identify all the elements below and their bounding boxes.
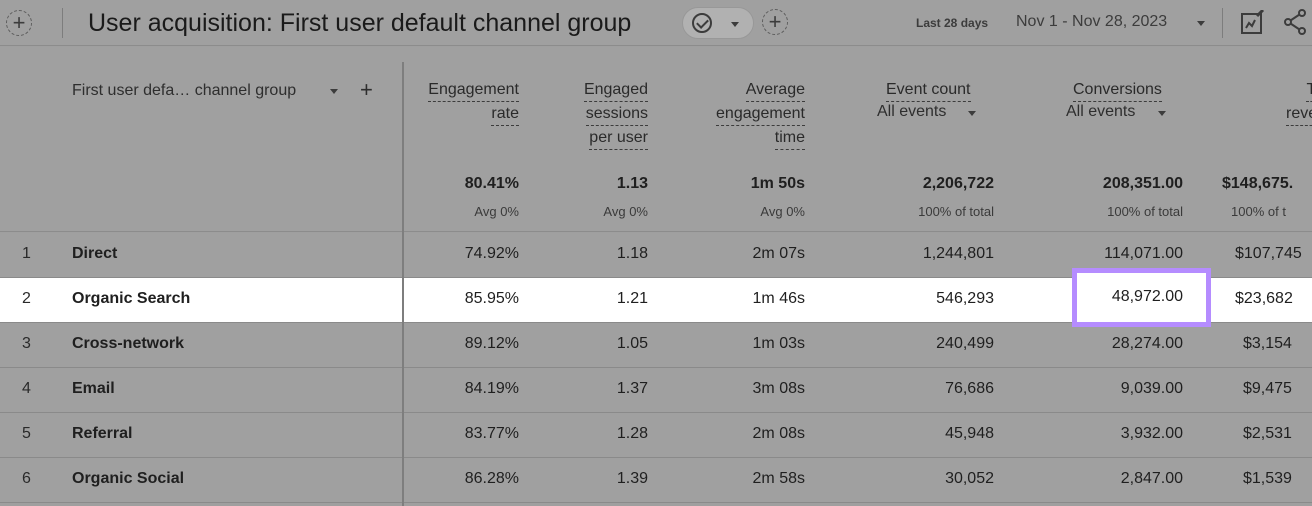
share-icon[interactable] xyxy=(1282,9,1308,35)
total-revenue: $148,675. xyxy=(1222,175,1294,192)
chevron-down-icon xyxy=(731,22,739,27)
row-name[interactable]: Referral xyxy=(72,425,133,442)
event-count-filter[interactable]: All events xyxy=(877,103,947,120)
total-avg-engagement-time: 1m 50s xyxy=(750,175,805,192)
highlighted-value: 48,972.00 xyxy=(1111,288,1183,305)
total-engagement-rate: 80.41% xyxy=(464,175,519,192)
date-range-label: Last 28 days xyxy=(916,16,989,30)
divider xyxy=(1222,8,1223,38)
col-header-total-revenue[interactable]: Tc rever xyxy=(1286,78,1312,126)
data-table: First user defa… channel group + Engagem… xyxy=(0,47,1312,506)
table-row[interactable]: 3 Cross-network 89.12% 1.05 1m 03s 240,4… xyxy=(0,323,1312,368)
row-name[interactable]: Organic Search xyxy=(72,290,191,307)
report-header: + User acquisition: First user default c… xyxy=(0,0,1312,46)
add-dimension-icon[interactable]: + xyxy=(360,77,373,102)
add-filter-icon[interactable]: + xyxy=(762,9,788,35)
table-row[interactable]: 4 Email 84.19% 1.37 3m 08s 76,686 9,039.… xyxy=(0,368,1312,413)
col-header-engagement-rate[interactable]: Engagement rate xyxy=(428,78,519,126)
table-row[interactable]: 6 Organic Social 86.28% 1.39 2m 58s 30,0… xyxy=(0,458,1312,503)
total-sub: 100% of total xyxy=(918,204,994,219)
page-title: User acquisition: First user default cha… xyxy=(88,9,632,37)
row-name[interactable]: Cross-network xyxy=(72,335,185,352)
col-header-avg-engagement-time[interactable]: Average engagement time xyxy=(716,78,805,150)
highlighted-conversions-cell: 48,972.00 xyxy=(1072,268,1211,327)
total-conversions: 208,351.00 xyxy=(1102,175,1183,192)
dimension-chevron-down-icon[interactable] xyxy=(330,89,338,94)
row-name[interactable]: Email xyxy=(72,380,115,397)
total-sub: 100% of total xyxy=(1107,204,1183,219)
conversions-chevron-down-icon[interactable] xyxy=(1158,111,1166,116)
check-circle-icon xyxy=(692,13,712,33)
col-header-conversions[interactable]: Conversions xyxy=(1073,78,1162,102)
total-engaged-sessions: 1.13 xyxy=(616,175,648,192)
total-sub: Avg 0% xyxy=(760,204,805,219)
col-header-engaged-sessions[interactable]: Engaged sessions per user xyxy=(583,78,648,150)
report-status-chip[interactable] xyxy=(682,7,754,39)
total-sub: Avg 0% xyxy=(603,204,648,219)
table-header xyxy=(0,47,1312,232)
customize-report-icon[interactable] xyxy=(1240,10,1266,36)
col-header-event-count[interactable]: Event count xyxy=(886,78,971,102)
table-row[interactable]: 5 Referral 83.77% 1.28 2m 08s 45,948 3,9… xyxy=(0,413,1312,458)
divider xyxy=(62,8,63,38)
dimension-header-label: First user defa… channel group xyxy=(72,82,297,99)
conversions-filter[interactable]: All events xyxy=(1066,103,1136,120)
total-event-count: 2,206,722 xyxy=(922,175,994,192)
row-name[interactable]: Direct xyxy=(72,245,118,262)
total-sub: Avg 0% xyxy=(474,204,519,219)
date-range-picker[interactable]: Nov 1 - Nov 28, 2023 xyxy=(1016,13,1168,30)
date-chevron-down-icon[interactable] xyxy=(1197,21,1205,26)
add-comparison-icon[interactable]: + xyxy=(6,10,32,36)
total-sub: 100% of t xyxy=(1231,204,1286,219)
dimension-column-divider xyxy=(402,62,404,506)
row-name[interactable]: Organic Social xyxy=(72,470,185,487)
dimension-selector[interactable]: First user defa… channel group xyxy=(72,82,296,100)
event-chevron-down-icon[interactable] xyxy=(968,111,976,116)
